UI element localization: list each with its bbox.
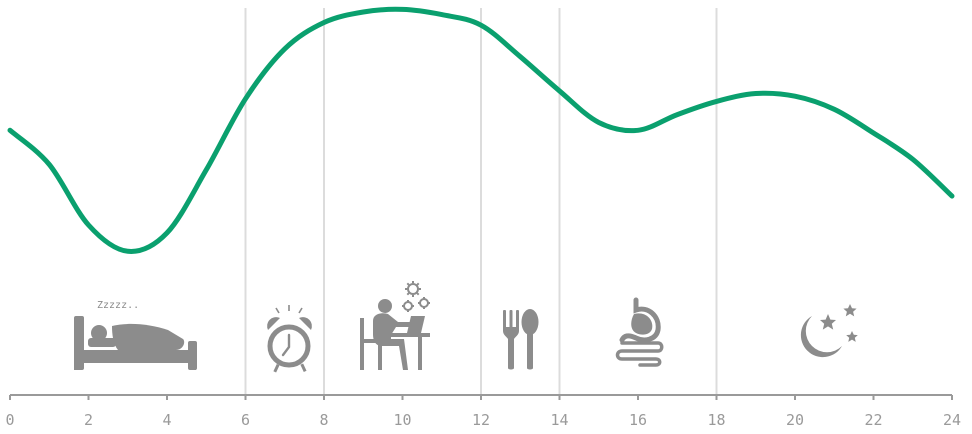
series-line-0 bbox=[7, 6, 955, 254]
sleeping-in-bed-icon: Zzzzz.. bbox=[74, 300, 197, 370]
gridlines bbox=[244, 8, 718, 395]
stomach-icon bbox=[615, 297, 664, 367]
alarm-clock-icon bbox=[267, 305, 312, 373]
x-tick-label: 16 bbox=[629, 411, 647, 429]
x-tick-label: 2 bbox=[84, 411, 93, 429]
x-tick-label: 0 bbox=[5, 411, 14, 429]
activity-icons: Zzzzz.. bbox=[74, 281, 858, 373]
person-at-computer-gears-icon bbox=[360, 281, 430, 370]
x-tick-label: 20 bbox=[786, 411, 804, 429]
x-tick-label: 14 bbox=[550, 411, 568, 429]
series-line bbox=[7, 6, 955, 254]
x-tick-label: 24 bbox=[943, 411, 961, 429]
x-tick-label: 10 bbox=[393, 411, 411, 429]
moon-and-stars-icon bbox=[800, 304, 858, 358]
zzz-text: Zzzzz.. bbox=[97, 300, 139, 311]
fork-and-spoon-icon bbox=[503, 309, 539, 370]
x-axis: 0 2 4 6 8 10 12 14 16 18 20 22 24 bbox=[5, 394, 961, 429]
x-tick-label: 22 bbox=[864, 411, 882, 429]
x-tick-label: 4 bbox=[162, 411, 171, 429]
x-tick-label: 12 bbox=[472, 411, 490, 429]
x-tick-label: 18 bbox=[707, 411, 725, 429]
x-tick-label: 8 bbox=[319, 411, 328, 429]
x-tick-label: 6 bbox=[241, 411, 250, 429]
